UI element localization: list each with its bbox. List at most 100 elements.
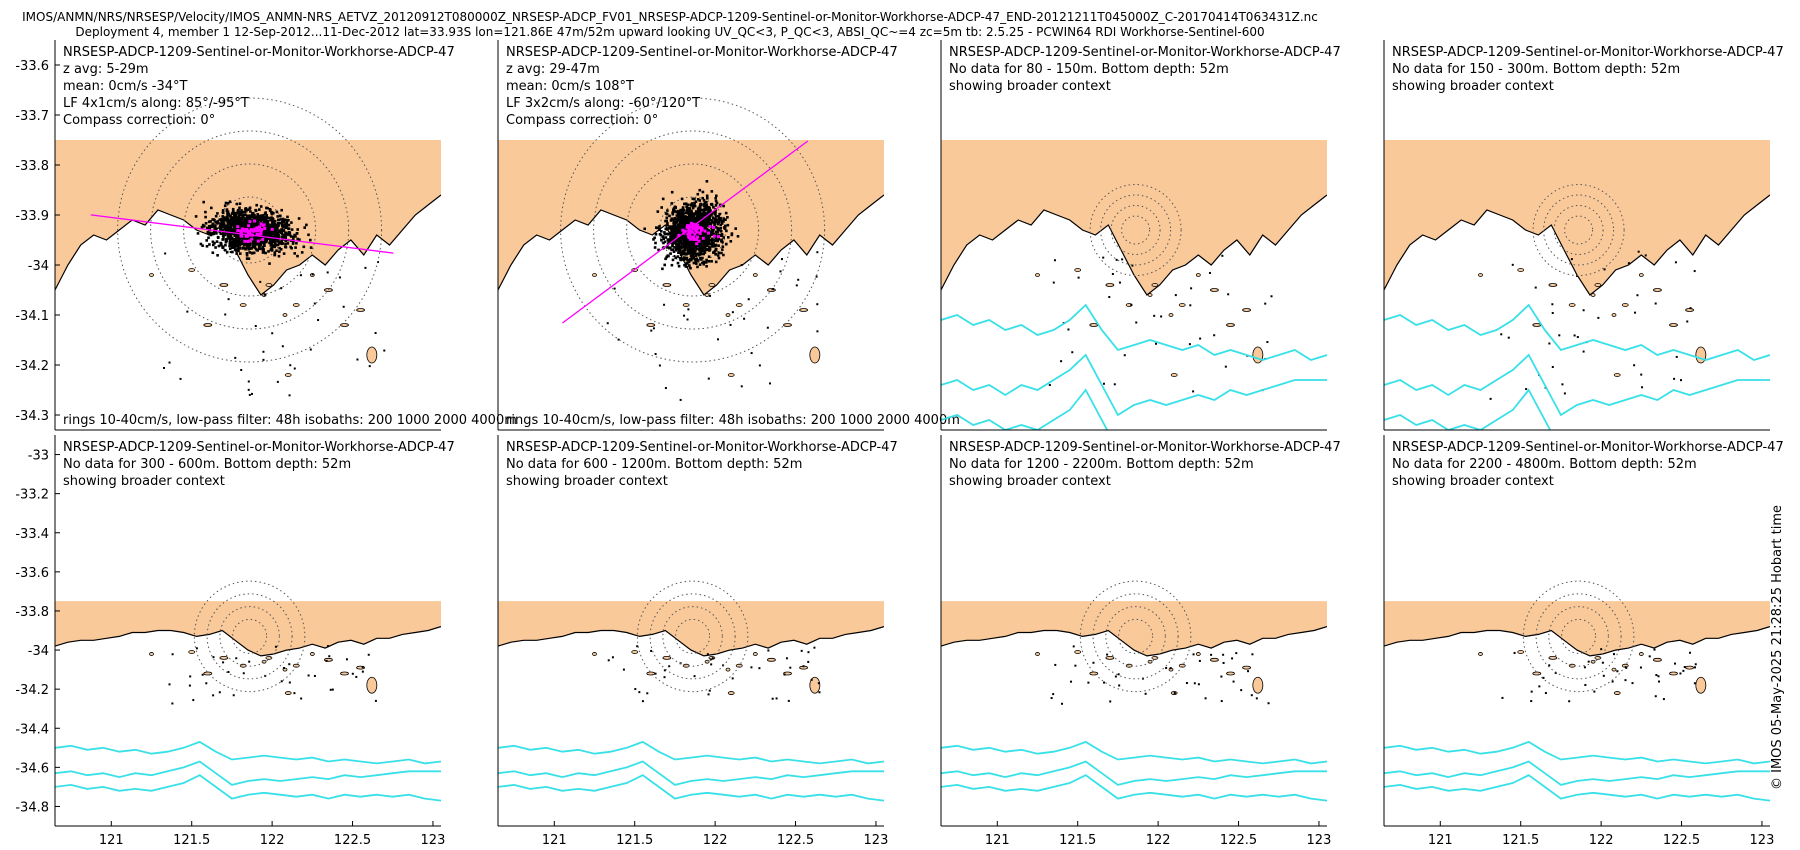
- velocity-point: [718, 219, 722, 222]
- velocity-point: [707, 218, 711, 221]
- rock-dot: [673, 254, 676, 257]
- rock-dot: [652, 327, 655, 330]
- x-tick-label: 122.5: [777, 833, 814, 848]
- coastline: [941, 626, 1327, 657]
- rock-dot: [1597, 316, 1600, 319]
- velocity-point: [697, 259, 700, 262]
- velocity-point: [702, 209, 705, 213]
- velocity-point: [217, 221, 220, 225]
- velocity-point: [244, 207, 247, 211]
- velocity-point: [199, 242, 203, 246]
- rock-dot: [716, 338, 719, 341]
- panel-annotation: LF 4x1cm/s along: 85°/-95°T: [63, 96, 249, 111]
- panel-annotation: NRSESP-ADCP-1209-Sentinel-or-Monitor-Wor…: [949, 45, 1341, 60]
- velocity-point: [677, 224, 681, 228]
- rock-dot: [781, 258, 784, 261]
- velocity-point: [673, 226, 676, 230]
- velocity-point: [668, 225, 671, 228]
- plot-area: [55, 580, 441, 802]
- velocity-ring: [206, 593, 293, 680]
- island: [809, 346, 821, 364]
- rock-dot: [168, 361, 171, 364]
- island: [188, 650, 196, 654]
- rock-dot: [1222, 653, 1225, 656]
- rock-dot: [311, 273, 314, 276]
- velocity-point: [272, 230, 276, 234]
- velocity-point: [253, 226, 256, 229]
- velocity-point: [233, 234, 237, 238]
- velocity-point: [273, 241, 277, 245]
- velocity-point: [280, 229, 283, 233]
- island: [727, 691, 735, 695]
- velocity-point: [665, 219, 668, 223]
- rock-dot: [607, 659, 610, 662]
- rock-dot: [1154, 342, 1157, 345]
- velocity-point: [727, 236, 730, 239]
- velocity-point: [303, 226, 306, 229]
- plot-area: [498, 97, 884, 401]
- island: [1532, 323, 1542, 327]
- velocity-point: [677, 210, 681, 214]
- velocity-point: [278, 221, 282, 225]
- velocity-point: [679, 258, 682, 262]
- island: [1517, 268, 1525, 272]
- rock-dot: [1220, 675, 1223, 678]
- velocity-point: [677, 264, 681, 268]
- land-mass: [1384, 140, 1770, 295]
- velocity-point: [255, 224, 259, 227]
- island: [727, 373, 735, 377]
- rock-dot: [325, 659, 328, 662]
- velocity-point: [672, 241, 676, 245]
- island: [1168, 313, 1174, 317]
- velocity-point: [233, 239, 237, 242]
- rock-dot: [617, 338, 620, 341]
- isobath-line: [498, 740, 884, 765]
- velocity-point: [228, 244, 231, 248]
- velocity-point: [232, 219, 235, 222]
- velocity-point: [300, 251, 304, 254]
- isobath-line: [1384, 774, 1770, 802]
- panel-annotation: showing broader context: [1392, 79, 1554, 94]
- velocity-point: [674, 249, 678, 252]
- island: [725, 313, 731, 317]
- velocity-point: [238, 240, 242, 244]
- rock-dot: [706, 653, 709, 656]
- velocity-point: [276, 243, 280, 247]
- rock-dot: [1507, 336, 1510, 339]
- velocity-point: [686, 259, 690, 262]
- velocity-point: [701, 208, 704, 212]
- rock-dot: [1102, 256, 1105, 259]
- island: [239, 303, 247, 307]
- velocity-point: [707, 242, 711, 245]
- rock-dot: [227, 298, 230, 301]
- velocity-point: [268, 262, 271, 265]
- velocity-point: [293, 252, 296, 255]
- velocity-point: [262, 217, 266, 220]
- velocity-point: [689, 266, 692, 270]
- island: [1638, 273, 1644, 277]
- velocity-point: [712, 251, 715, 254]
- rock-dot: [276, 380, 279, 383]
- island: [366, 676, 378, 694]
- velocity-point: [684, 215, 687, 218]
- island: [1613, 373, 1621, 377]
- velocity-point: [683, 227, 687, 231]
- rock-dot: [289, 364, 292, 367]
- velocity-point: [672, 236, 676, 239]
- velocity-point: [730, 233, 734, 237]
- velocity-point: [266, 206, 269, 210]
- velocity-point: [284, 222, 287, 226]
- velocity-point: [679, 214, 682, 218]
- velocity-point: [703, 201, 707, 205]
- velocity-point: [262, 215, 266, 218]
- velocity-point: [708, 240, 711, 244]
- rock-dot: [1160, 315, 1163, 318]
- velocity-point: [271, 217, 274, 220]
- island: [1074, 650, 1082, 654]
- rock-dot: [164, 252, 167, 255]
- velocity-point: [245, 254, 249, 257]
- velocity-point: [258, 218, 262, 222]
- lowpass-point: [677, 233, 681, 237]
- velocity-point: [230, 216, 234, 219]
- panel-annotation: NRSESP-ADCP-1209-Sentinel-or-Monitor-Wor…: [506, 440, 898, 455]
